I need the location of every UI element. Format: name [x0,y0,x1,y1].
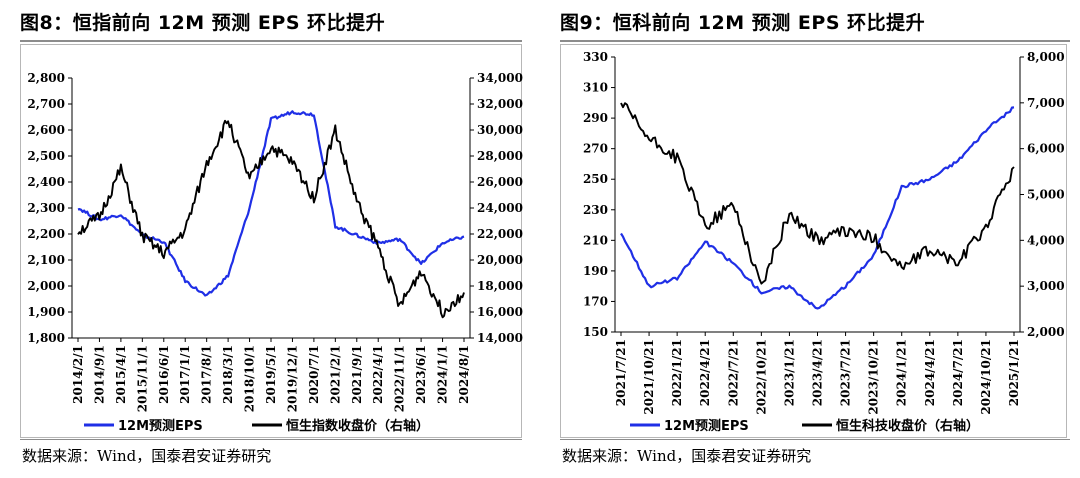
figure-8-panel: 图8：恒指前向 12M 预测 EPS 环比提升 1,800 1,900 2,000 2… [0,0,523,478]
y-left-tick-label: 270 [583,142,608,156]
y-left-tick-label: 2,000 [27,279,65,293]
x-tick-label: 2023/10/21 [867,339,881,415]
y-left-tick-label: 2,300 [27,201,65,215]
index-series-line [77,119,465,319]
x-tick-label: 2024/1/21 [895,339,909,406]
y-right-tick-label: 14,000 [477,331,523,345]
x-tick-label: 2021/7/21 [614,339,628,406]
x-tick-label: 2014/9/1 [92,345,106,404]
legend: 12M预测EPS 恒生科技收盘价（右轴） [630,418,979,434]
y-left-tick-label: 330 [583,50,608,64]
y-right-tick-label: 4,000 [1027,233,1065,247]
y-right-tick-label: 2,000 [1027,325,1065,339]
x-tick-label: 2017/1/1 [178,345,192,404]
x-tick-label: 2022/1/21 [670,339,684,406]
x-tick-label: 2022/4/1 [371,345,385,404]
x-tick-label: 2024/8/1 [457,345,471,404]
y-right-tick-label: 5,000 [1027,188,1065,202]
x-tick-label: 2023/4/21 [811,339,825,406]
y-right-tick-label: 7,000 [1027,96,1065,110]
y-left-tick-label: 2,100 [27,253,65,267]
legend-label-eps: 12M预测EPS [664,418,749,434]
figure-9-title: 图9：恒科前向 12M 预测 EPS 环比提升 [560,12,926,34]
y-right-tick-label: 34,000 [477,71,523,85]
x-tick-label: 2021/9/1 [350,345,364,404]
x-tick-label: 2018/10/1 [243,345,257,412]
figure-8-chart: 1,800 1,900 2,000 2,100 2,200 2,300 2,400 2,500… [27,71,523,434]
y-right-tick-label: 16,000 [477,305,523,319]
x-tick-label: 2023/1/21 [782,339,796,406]
y-left-tick-label: 150 [583,325,608,339]
y-left-tick-label: 2,200 [27,227,65,241]
source-note: 数据来源：Wind，国泰君安证券研究 [22,447,272,465]
y-right-tick-label: 22,000 [477,227,523,241]
y-right-tick-label: 24,000 [477,201,523,215]
x-tick-label: 2020/7/1 [307,345,321,404]
title-rule [560,40,1070,42]
figure-9-chart: 150 170 190 210 230 250 270 290 310 330 2,000 3,000… [583,50,1065,434]
figure-9-panel: 图9：恒科前向 12M 预测 EPS 环比提升 150 170 190 210 230 2… [540,0,1080,478]
index-series-line [620,102,1015,285]
y-left-tick-label: 2,800 [27,71,65,85]
eps-series-line [77,110,465,297]
x-tick-label: 2015/4/1 [114,345,128,404]
plot-area: 150 170 190 210 230 250 270 290 310 330 2,000 3,000… [583,50,1065,415]
source-note: 数据来源：Wind，国泰君安证券研究 [562,447,812,465]
x-tick-label: 2017/8/1 [200,345,214,404]
x-tick-label: 2024/7/21 [951,339,965,406]
x-tick-label: 2021/2/1 [328,345,342,404]
y-left-tick-label: 1,800 [27,331,65,345]
x-tick-label: 2024/4/21 [923,339,937,406]
footer-rule [560,439,1070,440]
y-left-tick-label: 210 [583,233,608,247]
y-left-tick-label: 2,400 [27,175,65,189]
x-tick-label: 2022/11/1 [393,345,407,412]
title-rule [20,40,522,42]
legend-label-eps: 12M预测EPS [118,418,203,434]
x-tick-label: 2025/1/21 [1007,339,1021,406]
y-right-tick-label: 18,000 [477,279,523,293]
x-tick-label: 2018/3/1 [221,345,235,404]
x-tick-label: 2019/12/1 [285,345,299,412]
y-left-tick-label: 170 [583,294,608,308]
x-tick-label: 2024/1/1 [436,345,450,404]
y-left-tick-label: 1,900 [27,305,65,319]
x-tick-label: 2014/2/1 [71,345,85,404]
footer-rule [20,439,522,440]
x-tick-label: 2022/10/21 [754,339,768,415]
x-tick-label: 2022/7/21 [726,339,740,406]
eps-series-line [620,106,1015,310]
x-tick-label: 2023/7/21 [839,339,853,406]
y-left-tick-label: 250 [583,172,608,186]
x-tick-label: 2015/11/1 [135,345,149,412]
y-right-tick-label: 3,000 [1027,279,1065,293]
y-left-tick-label: 2,700 [27,97,65,111]
y-right-tick-label: 32,000 [477,97,523,111]
legend-label-index: 恒生科技收盘价（右轴） [836,418,979,434]
legend-label-index: 恒生指数收盘价（右轴） [286,418,429,434]
x-tick-label: 2023/6/1 [414,345,428,404]
y-right-tick-label: 8,000 [1027,50,1065,64]
y-right-tick-label: 30,000 [477,123,523,137]
legend: 12M预测EPS 恒生指数收盘价（右轴） [84,418,429,434]
x-tick-label: 2022/4/21 [698,339,712,406]
plot-area: 1,800 1,900 2,000 2,100 2,200 2,300 2,400 2,500… [27,71,523,412]
chart-frame [20,44,522,438]
y-left-tick-label: 2,600 [27,123,65,137]
y-left-tick-label: 230 [583,203,608,217]
y-left-tick-label: 190 [583,264,608,278]
x-tick-label: 2019/5/1 [264,345,278,404]
x-tick-label: 2016/6/1 [157,345,171,404]
y-left-tick-label: 2,500 [27,149,65,163]
y-left-tick-label: 290 [583,111,608,125]
y-right-tick-label: 6,000 [1027,142,1065,156]
x-tick-label: 2024/10/21 [979,339,993,415]
y-right-tick-label: 28,000 [477,149,523,163]
y-right-tick-label: 26,000 [477,175,523,189]
y-left-tick-label: 310 [583,81,608,95]
x-tick-label: 2021/10/21 [642,339,656,415]
figure-8-title: 图8：恒指前向 12M 预测 EPS 环比提升 [20,12,386,34]
y-right-tick-label: 20,000 [477,253,523,267]
